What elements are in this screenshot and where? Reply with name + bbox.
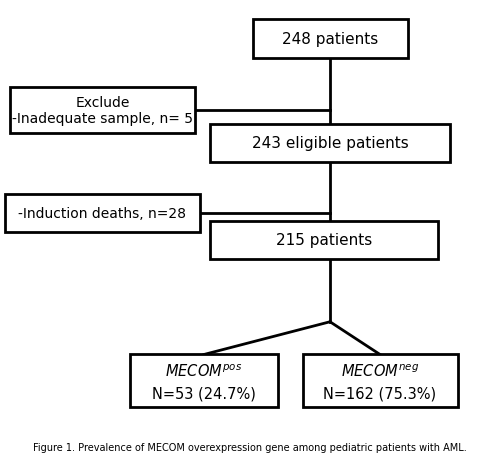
FancyBboxPatch shape [5,194,200,232]
Text: Figure 1. Prevalence of MECOM overexpression gene among pediatric patients with : Figure 1. Prevalence of MECOM overexpres… [33,442,467,452]
FancyBboxPatch shape [302,355,458,407]
FancyBboxPatch shape [10,88,195,134]
FancyBboxPatch shape [210,125,450,163]
Text: $\mathit{MECOM}^{\mathit{neg}}$: $\mathit{MECOM}^{\mathit{neg}}$ [341,363,419,380]
Text: 243 eligible patients: 243 eligible patients [252,136,408,151]
Text: Exclude
-Inadequate sample, n= 5: Exclude -Inadequate sample, n= 5 [12,96,193,126]
Text: N=162 (75.3%): N=162 (75.3%) [324,386,436,400]
FancyBboxPatch shape [252,19,408,59]
FancyBboxPatch shape [210,221,438,259]
FancyBboxPatch shape [130,355,278,407]
Text: 248 patients: 248 patients [282,31,378,47]
Text: N=53 (24.7%): N=53 (24.7%) [152,386,256,400]
Text: 215 patients: 215 patients [276,233,372,248]
Text: -Induction deaths, n=28: -Induction deaths, n=28 [18,206,186,220]
Text: $\mathit{MECOM}^{\mathit{pos}}$: $\mathit{MECOM}^{\mathit{pos}}$ [166,363,242,380]
